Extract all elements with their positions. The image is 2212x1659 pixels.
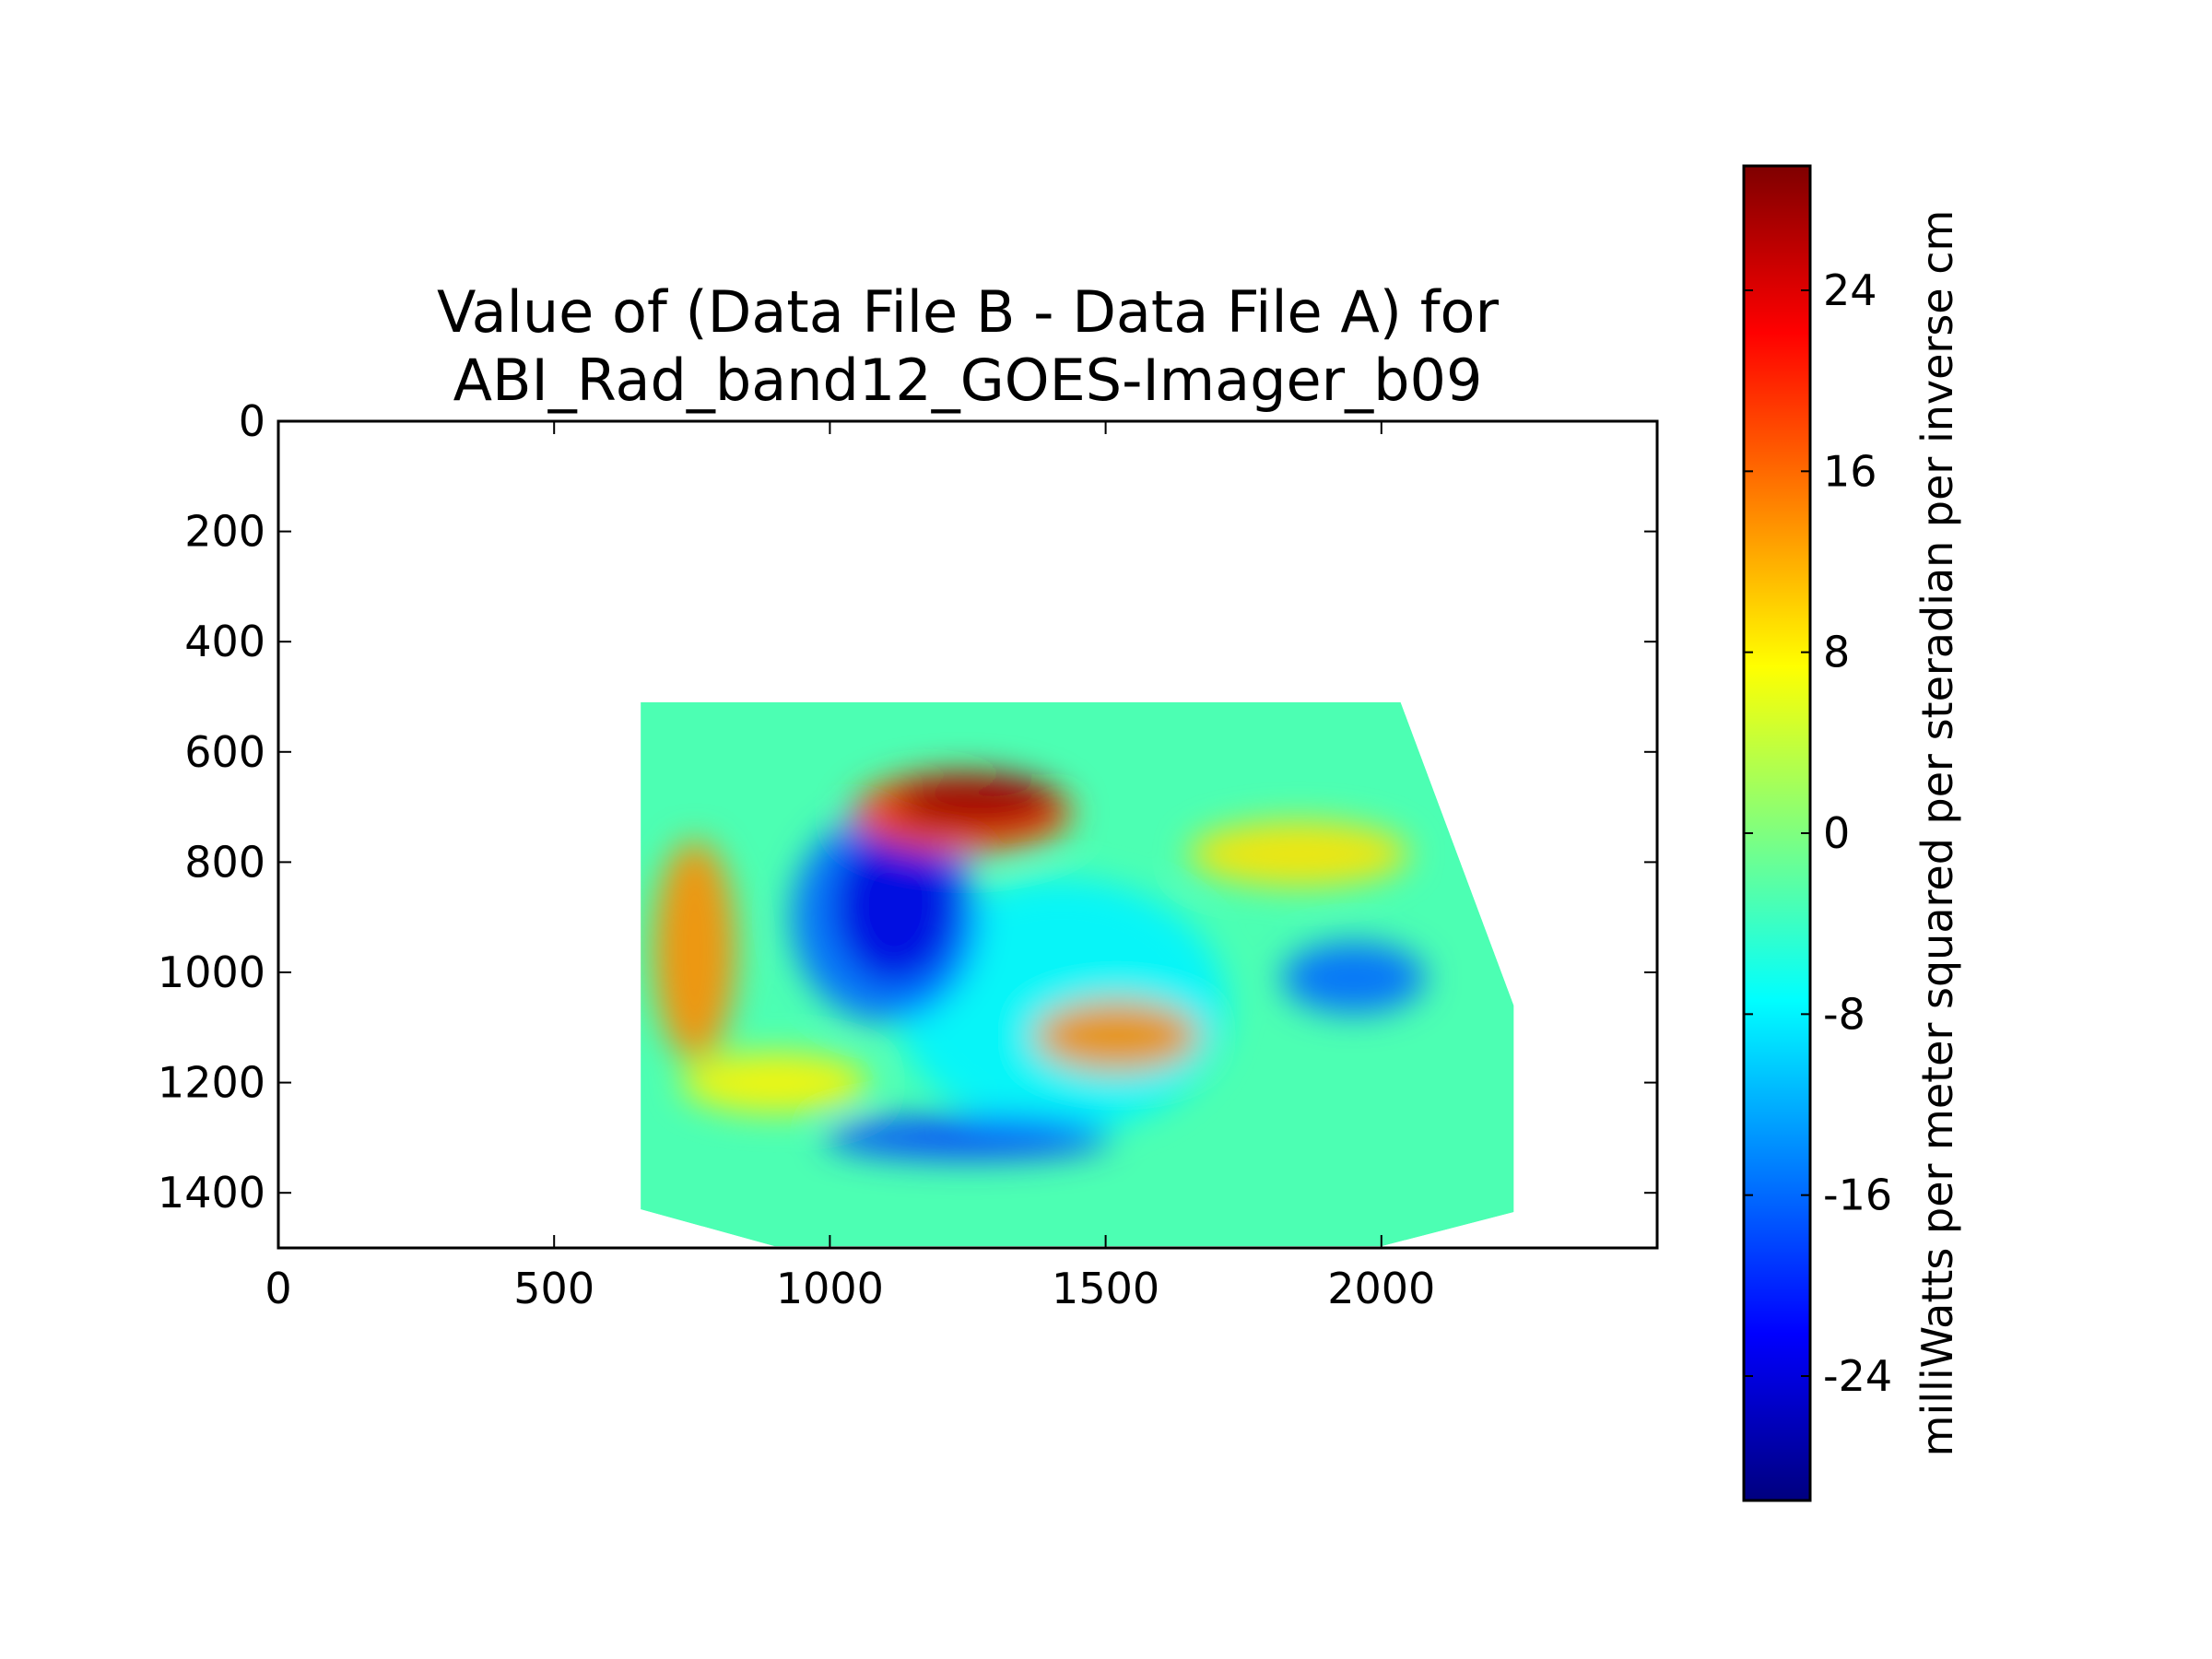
- y-tick-label: 0: [239, 396, 265, 446]
- chart-title-line-2: ABI_Rad_band12_GOES-Imager_b09: [453, 347, 1483, 414]
- positive-band-northeast: [1188, 820, 1409, 888]
- y-axis: 0 200 400 600 800 1000 1200 1400: [158, 396, 1657, 1218]
- colorbar-tick-label: -8: [1823, 989, 1865, 1039]
- colorbar-tick-label: 16: [1823, 446, 1877, 496]
- y-tick-label: 1200: [158, 1058, 265, 1108]
- chart-title-line-1: Value of (Data File B - Data File A) for: [437, 278, 1499, 346]
- y-tick-label: 200: [184, 507, 265, 557]
- colorbar-tick-label: 24: [1823, 265, 1877, 315]
- colorbar-tick-label: 0: [1823, 808, 1850, 858]
- plot-area-frame: [276, 419, 1659, 1250]
- x-tick-label: 1500: [1052, 1264, 1159, 1313]
- negative-arc-south: [824, 1115, 1112, 1160]
- positive-band-southwest: [680, 1052, 869, 1113]
- y-tick-label: 1400: [158, 1168, 265, 1218]
- x-tick-label: 1000: [776, 1264, 884, 1313]
- colorbar: [1742, 164, 1812, 1502]
- negative-anomaly-west: [835, 829, 958, 983]
- negative-patch-east: [1282, 942, 1426, 1014]
- colorbar-tick-label: -16: [1823, 1171, 1892, 1220]
- x-tick-label: 0: [265, 1264, 291, 1313]
- colorbar-tick-label: -24: [1823, 1351, 1892, 1401]
- x-tick-label: 500: [513, 1264, 594, 1313]
- positive-band-western-edge: [653, 840, 736, 1061]
- colorbar-axis: -24 -16 -8 0 8 16 24: [1744, 265, 1892, 1401]
- y-tick-label: 400: [184, 617, 265, 666]
- chart-title: Value of (Data File B - Data File A) for…: [437, 278, 1499, 414]
- x-axis: 0 500 1000 1500 2000: [265, 421, 1435, 1313]
- y-tick-label: 800: [184, 837, 265, 887]
- positive-anomaly-north: [893, 773, 1059, 830]
- heatmap-image: [641, 702, 1514, 1247]
- x-tick-label: 2000: [1327, 1264, 1435, 1313]
- colorbar-tick-label: 8: [1823, 628, 1850, 677]
- y-tick-label: 1000: [158, 947, 265, 997]
- positive-anomaly-center: [1033, 999, 1200, 1072]
- y-tick-label: 600: [184, 727, 265, 777]
- colorbar-label: milliWatts per meter squared per steradi…: [1912, 210, 1962, 1457]
